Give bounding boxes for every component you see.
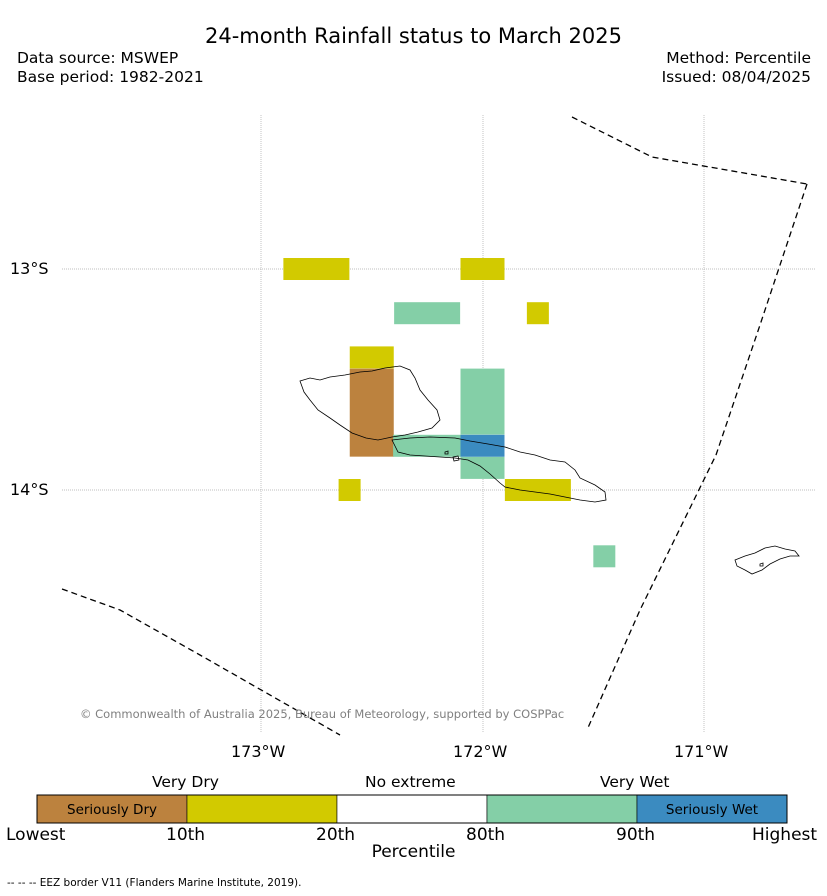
colorbar-segment-label: Seriously Wet — [666, 802, 758, 818]
copyright-notice: © Commonwealth of Australia 2025, Bureau… — [80, 707, 565, 721]
manono-islet — [444, 450, 449, 455]
method-info: Method: Percentile Issued: 08/04/2025 — [662, 49, 811, 87]
aunuu-islet — [759, 562, 764, 567]
colorbar-segment — [486, 794, 638, 824]
eez-border-east — [586, 183, 808, 731]
lon-label-171w: 171°W — [674, 742, 729, 761]
eez-border-west — [61, 588, 341, 736]
tutuila-island — [734, 545, 800, 575]
tick-10th: 10th — [166, 825, 206, 845]
rainfall-cell-very-dry — [504, 479, 571, 501]
tick-80th: 80th — [466, 825, 506, 845]
colorbar-label: Percentile — [371, 842, 456, 862]
lon-label-172w: 172°W — [453, 742, 508, 761]
rainfall-cells — [283, 258, 616, 568]
rainfall-cell-very-dry — [526, 302, 549, 325]
colorbar-segment — [636, 794, 788, 824]
category-very-wet: Very Wet — [600, 773, 670, 791]
data-source: Data source: MSWEP — [17, 49, 179, 67]
source-info: Data source: MSWEP Base period: 1982-202… — [17, 49, 204, 87]
upolu-island — [391, 436, 607, 503]
savaii-island — [299, 365, 441, 441]
rainfall-cell-very-dry — [283, 258, 350, 280]
rainfall-cell-very-wet — [460, 368, 505, 435]
eez-border-north — [571, 116, 808, 185]
rainfall-cell-very-wet — [593, 545, 616, 568]
rainfall-cell-very-wet — [393, 434, 462, 457]
method: Method: Percentile — [666, 49, 811, 67]
apolima-islet — [452, 455, 460, 462]
coastlines — [299, 365, 800, 575]
tick-highest: Highest — [752, 825, 818, 845]
colorbar-segment — [186, 794, 338, 824]
map-title: 24-month Rainfall status to March 2025 — [205, 24, 622, 48]
rainfall-cell-very-dry — [460, 258, 505, 280]
tick-90th: 90th — [616, 825, 656, 845]
rainfall-cell-very-dry — [338, 479, 361, 501]
category-no-extreme: No extreme — [365, 773, 456, 791]
rainfall-cell-very-dry — [349, 346, 394, 369]
rainfall-cell-seriously-wet — [460, 434, 505, 457]
lat-label-13s: 13°S — [10, 259, 49, 278]
tick-lowest: Lowest — [6, 825, 66, 845]
eez-footnote: -- -- -- EEZ border V11 (Flanders Marine… — [7, 877, 302, 889]
colorbar: Seriously Dry Seriously Wet — [36, 794, 788, 824]
tick-20th: 20th — [316, 825, 356, 845]
lon-label-173w: 173°W — [231, 742, 286, 761]
base-period: Base period: 1982-2021 — [17, 68, 204, 86]
category-very-dry: Very Dry — [152, 773, 219, 791]
lat-label-14s: 14°S — [10, 480, 49, 499]
colorbar-segment-label: Seriously Dry — [67, 802, 157, 818]
rainfall-cell-seriously-dry — [349, 368, 394, 457]
colorbar-segment — [336, 794, 488, 824]
issued-date: Issued: 08/04/2025 — [661, 68, 811, 86]
eez-borders — [61, 116, 808, 736]
rainfall-cell-very-wet — [394, 302, 461, 325]
